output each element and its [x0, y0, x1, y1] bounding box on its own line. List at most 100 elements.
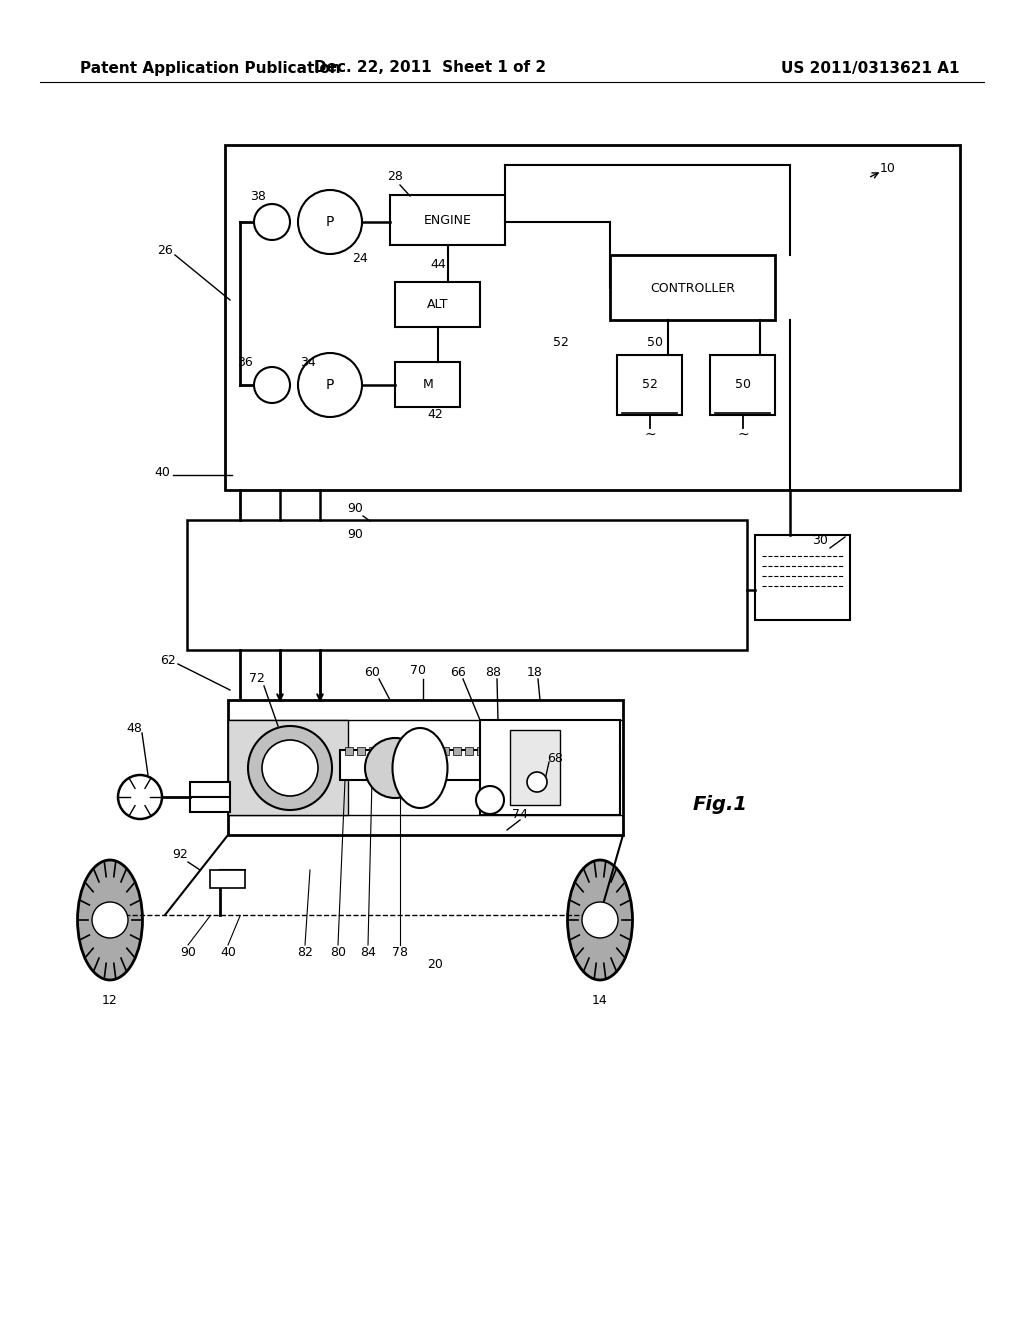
Text: 60: 60 — [365, 665, 380, 678]
Bar — [617, 355, 682, 414]
Text: 12: 12 — [102, 994, 118, 1006]
Bar — [340, 750, 620, 780]
Bar — [225, 145, 961, 490]
Text: 88: 88 — [485, 665, 501, 678]
Bar — [228, 700, 623, 836]
Text: US 2011/0313621 A1: US 2011/0313621 A1 — [780, 61, 959, 75]
Text: 72: 72 — [249, 672, 265, 685]
Bar — [537, 747, 545, 755]
Text: 36: 36 — [238, 356, 253, 370]
Bar — [453, 747, 461, 755]
Circle shape — [582, 902, 618, 939]
Bar — [395, 282, 480, 327]
Bar — [513, 747, 521, 755]
Bar — [549, 747, 557, 755]
Bar — [390, 195, 505, 246]
Text: 80: 80 — [330, 945, 346, 958]
Text: 68: 68 — [547, 751, 563, 764]
Text: Dec. 22, 2011  Sheet 1 of 2: Dec. 22, 2011 Sheet 1 of 2 — [314, 61, 546, 75]
Bar — [755, 535, 850, 620]
Circle shape — [298, 190, 362, 253]
Bar — [597, 747, 605, 755]
Text: 34: 34 — [300, 356, 315, 370]
Text: 92: 92 — [172, 849, 187, 862]
Text: 90: 90 — [347, 528, 362, 541]
Text: 44: 44 — [430, 259, 445, 272]
Bar — [381, 747, 389, 755]
Text: 62: 62 — [160, 653, 176, 667]
Circle shape — [254, 367, 290, 403]
Text: 52: 52 — [553, 335, 569, 348]
Text: 40: 40 — [154, 466, 170, 479]
Bar — [477, 747, 485, 755]
Text: 10: 10 — [880, 161, 896, 174]
Circle shape — [254, 205, 290, 240]
Text: 40: 40 — [220, 945, 236, 958]
Circle shape — [92, 902, 128, 939]
Text: 52: 52 — [642, 379, 658, 392]
Text: 50: 50 — [735, 379, 751, 392]
Ellipse shape — [78, 861, 142, 979]
Bar — [369, 747, 377, 755]
Text: Fig.1: Fig.1 — [692, 796, 748, 814]
Bar — [573, 747, 581, 755]
Text: 82: 82 — [297, 945, 313, 958]
Bar — [609, 747, 617, 755]
Text: P: P — [326, 215, 334, 228]
Text: 70: 70 — [410, 664, 426, 677]
Text: 18: 18 — [527, 665, 543, 678]
Text: 24: 24 — [352, 252, 368, 264]
Bar — [228, 719, 348, 814]
Text: 84: 84 — [360, 945, 376, 958]
Text: 42: 42 — [427, 408, 442, 421]
Text: 66: 66 — [451, 665, 466, 678]
Bar — [501, 747, 509, 755]
Bar — [585, 747, 593, 755]
Ellipse shape — [567, 861, 633, 979]
Text: 30: 30 — [812, 533, 828, 546]
Bar — [465, 747, 473, 755]
Circle shape — [248, 726, 332, 810]
Text: 28: 28 — [387, 170, 402, 183]
Bar — [190, 781, 230, 812]
Circle shape — [527, 772, 547, 792]
Text: ~: ~ — [644, 428, 655, 442]
Text: CONTROLLER: CONTROLLER — [650, 281, 735, 294]
Bar — [510, 730, 560, 805]
Bar — [610, 255, 775, 319]
Text: Patent Application Publication: Patent Application Publication — [80, 61, 341, 75]
Bar — [710, 355, 775, 414]
Circle shape — [118, 775, 162, 818]
Circle shape — [365, 738, 425, 799]
Bar — [480, 719, 620, 814]
Bar — [441, 747, 449, 755]
Bar — [210, 870, 245, 888]
Text: 26: 26 — [157, 243, 173, 256]
Text: ~: ~ — [737, 428, 749, 442]
Text: P: P — [326, 378, 334, 392]
Bar — [561, 747, 569, 755]
Text: 48: 48 — [126, 722, 142, 734]
Circle shape — [298, 352, 362, 417]
Text: 90: 90 — [347, 502, 362, 515]
Bar — [345, 747, 353, 755]
Text: ALT: ALT — [427, 298, 449, 312]
Ellipse shape — [392, 729, 447, 808]
Text: 50: 50 — [647, 335, 663, 348]
Bar — [525, 747, 534, 755]
Bar — [187, 520, 746, 649]
Text: 20: 20 — [427, 958, 443, 972]
Text: 74: 74 — [512, 808, 528, 821]
Text: ENGINE: ENGINE — [424, 214, 472, 227]
Bar — [417, 747, 425, 755]
Text: 14: 14 — [592, 994, 608, 1006]
Bar — [393, 747, 401, 755]
Bar — [429, 747, 437, 755]
Text: M: M — [423, 379, 433, 392]
Circle shape — [476, 785, 504, 814]
Bar — [406, 747, 413, 755]
Bar — [395, 362, 460, 407]
Circle shape — [262, 741, 318, 796]
Text: 38: 38 — [250, 190, 266, 203]
Bar — [357, 747, 365, 755]
